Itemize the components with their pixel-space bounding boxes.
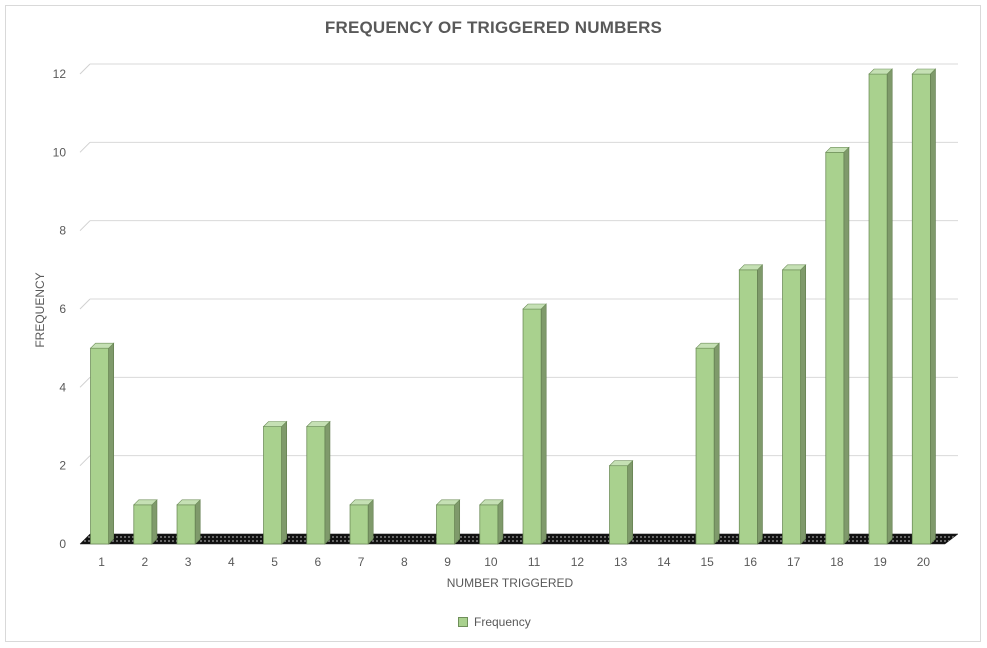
bar-side (540, 303, 547, 545)
bar (695, 347, 715, 545)
bar-side (281, 420, 288, 545)
x-tick-label: 10 (484, 555, 498, 569)
x-tick-label: 20 (917, 555, 931, 569)
bar (738, 269, 758, 545)
bar (868, 73, 888, 545)
bar-side (497, 499, 504, 545)
bar (479, 504, 499, 545)
x-tick-label: 7 (358, 555, 365, 569)
x-tick-label: 6 (315, 555, 322, 569)
bar-top (89, 342, 115, 349)
chart-floor (79, 533, 959, 545)
y-tick-label: 0 (59, 537, 66, 551)
bar-side (151, 499, 158, 545)
bar-top (133, 499, 158, 506)
x-tick-label: 3 (185, 555, 192, 569)
x-axis-label: NUMBER TRIGGERED (446, 576, 574, 590)
x-tick-label: 19 (873, 555, 887, 569)
bar-side (194, 499, 201, 545)
y-tick-label: 4 (59, 380, 66, 394)
bar-top (911, 68, 937, 75)
x-tick-label: 18 (830, 555, 844, 569)
x-tick-label: 5 (271, 555, 278, 569)
bar-top (781, 264, 807, 271)
bar-top (262, 421, 288, 427)
bar-top (176, 499, 201, 506)
x-tick-label: 14 (657, 555, 671, 569)
bar-top (868, 68, 893, 75)
bar-side (886, 68, 893, 545)
bar-side (843, 146, 850, 545)
bar (133, 504, 153, 545)
bar-top (738, 264, 764, 271)
gridline-diagonal (79, 141, 91, 153)
bar-top (435, 499, 461, 506)
bar-top (479, 499, 504, 506)
bar-side (800, 264, 807, 545)
bar (825, 151, 845, 545)
bar (90, 347, 110, 545)
x-tick-label: 8 (401, 555, 408, 569)
bar-top (349, 499, 374, 506)
bar (349, 504, 369, 545)
gridline-diagonal (79, 220, 91, 232)
x-tick-label: 13 (614, 555, 628, 569)
bar-top (825, 147, 850, 153)
bar (522, 308, 542, 545)
x-tick-label: 12 (571, 555, 585, 569)
x-tick-label: 17 (787, 555, 801, 569)
bar (609, 465, 629, 545)
bar-side (108, 342, 115, 545)
bar-top (695, 342, 720, 349)
legend-swatch (458, 617, 468, 627)
gridline-diagonal (79, 376, 91, 388)
gridline-diagonal (79, 455, 91, 467)
bar-side (324, 420, 331, 545)
bar (306, 426, 326, 545)
bar-side (367, 499, 374, 545)
x-tick-label: 11 (528, 555, 541, 569)
legend-label: Frequency (474, 615, 531, 629)
bar (782, 269, 802, 545)
gridline-diagonal (79, 298, 91, 310)
bar-side (627, 459, 634, 545)
x-tick-label: 4 (228, 555, 235, 569)
y-tick-label: 10 (53, 145, 67, 159)
y-tick-label: 8 (59, 224, 66, 238)
x-tick-label: 2 (142, 555, 149, 569)
x-tick-label: 1 (98, 555, 105, 569)
bar-side (454, 499, 461, 545)
bar-top (608, 460, 634, 466)
bar-top (522, 303, 547, 310)
bar-side (757, 264, 763, 545)
bar-top (306, 421, 331, 427)
bar (911, 73, 931, 545)
gridline-diagonal (79, 63, 91, 75)
x-tick-label: 16 (744, 555, 758, 569)
x-tick-label: 15 (700, 555, 714, 569)
bar-side (930, 68, 936, 545)
y-tick-label: 2 (59, 459, 66, 473)
bar (436, 504, 456, 545)
x-tick-label: 9 (444, 555, 451, 569)
bar (263, 426, 283, 545)
bar-side (713, 342, 720, 545)
y-tick-label: 6 (59, 302, 66, 316)
bar (176, 504, 196, 545)
chart-title: FREQUENCY OF TRIGGERED NUMBERS (324, 18, 663, 37)
y-tick-label: 12 (53, 67, 67, 81)
legend: Frequency (458, 615, 531, 629)
